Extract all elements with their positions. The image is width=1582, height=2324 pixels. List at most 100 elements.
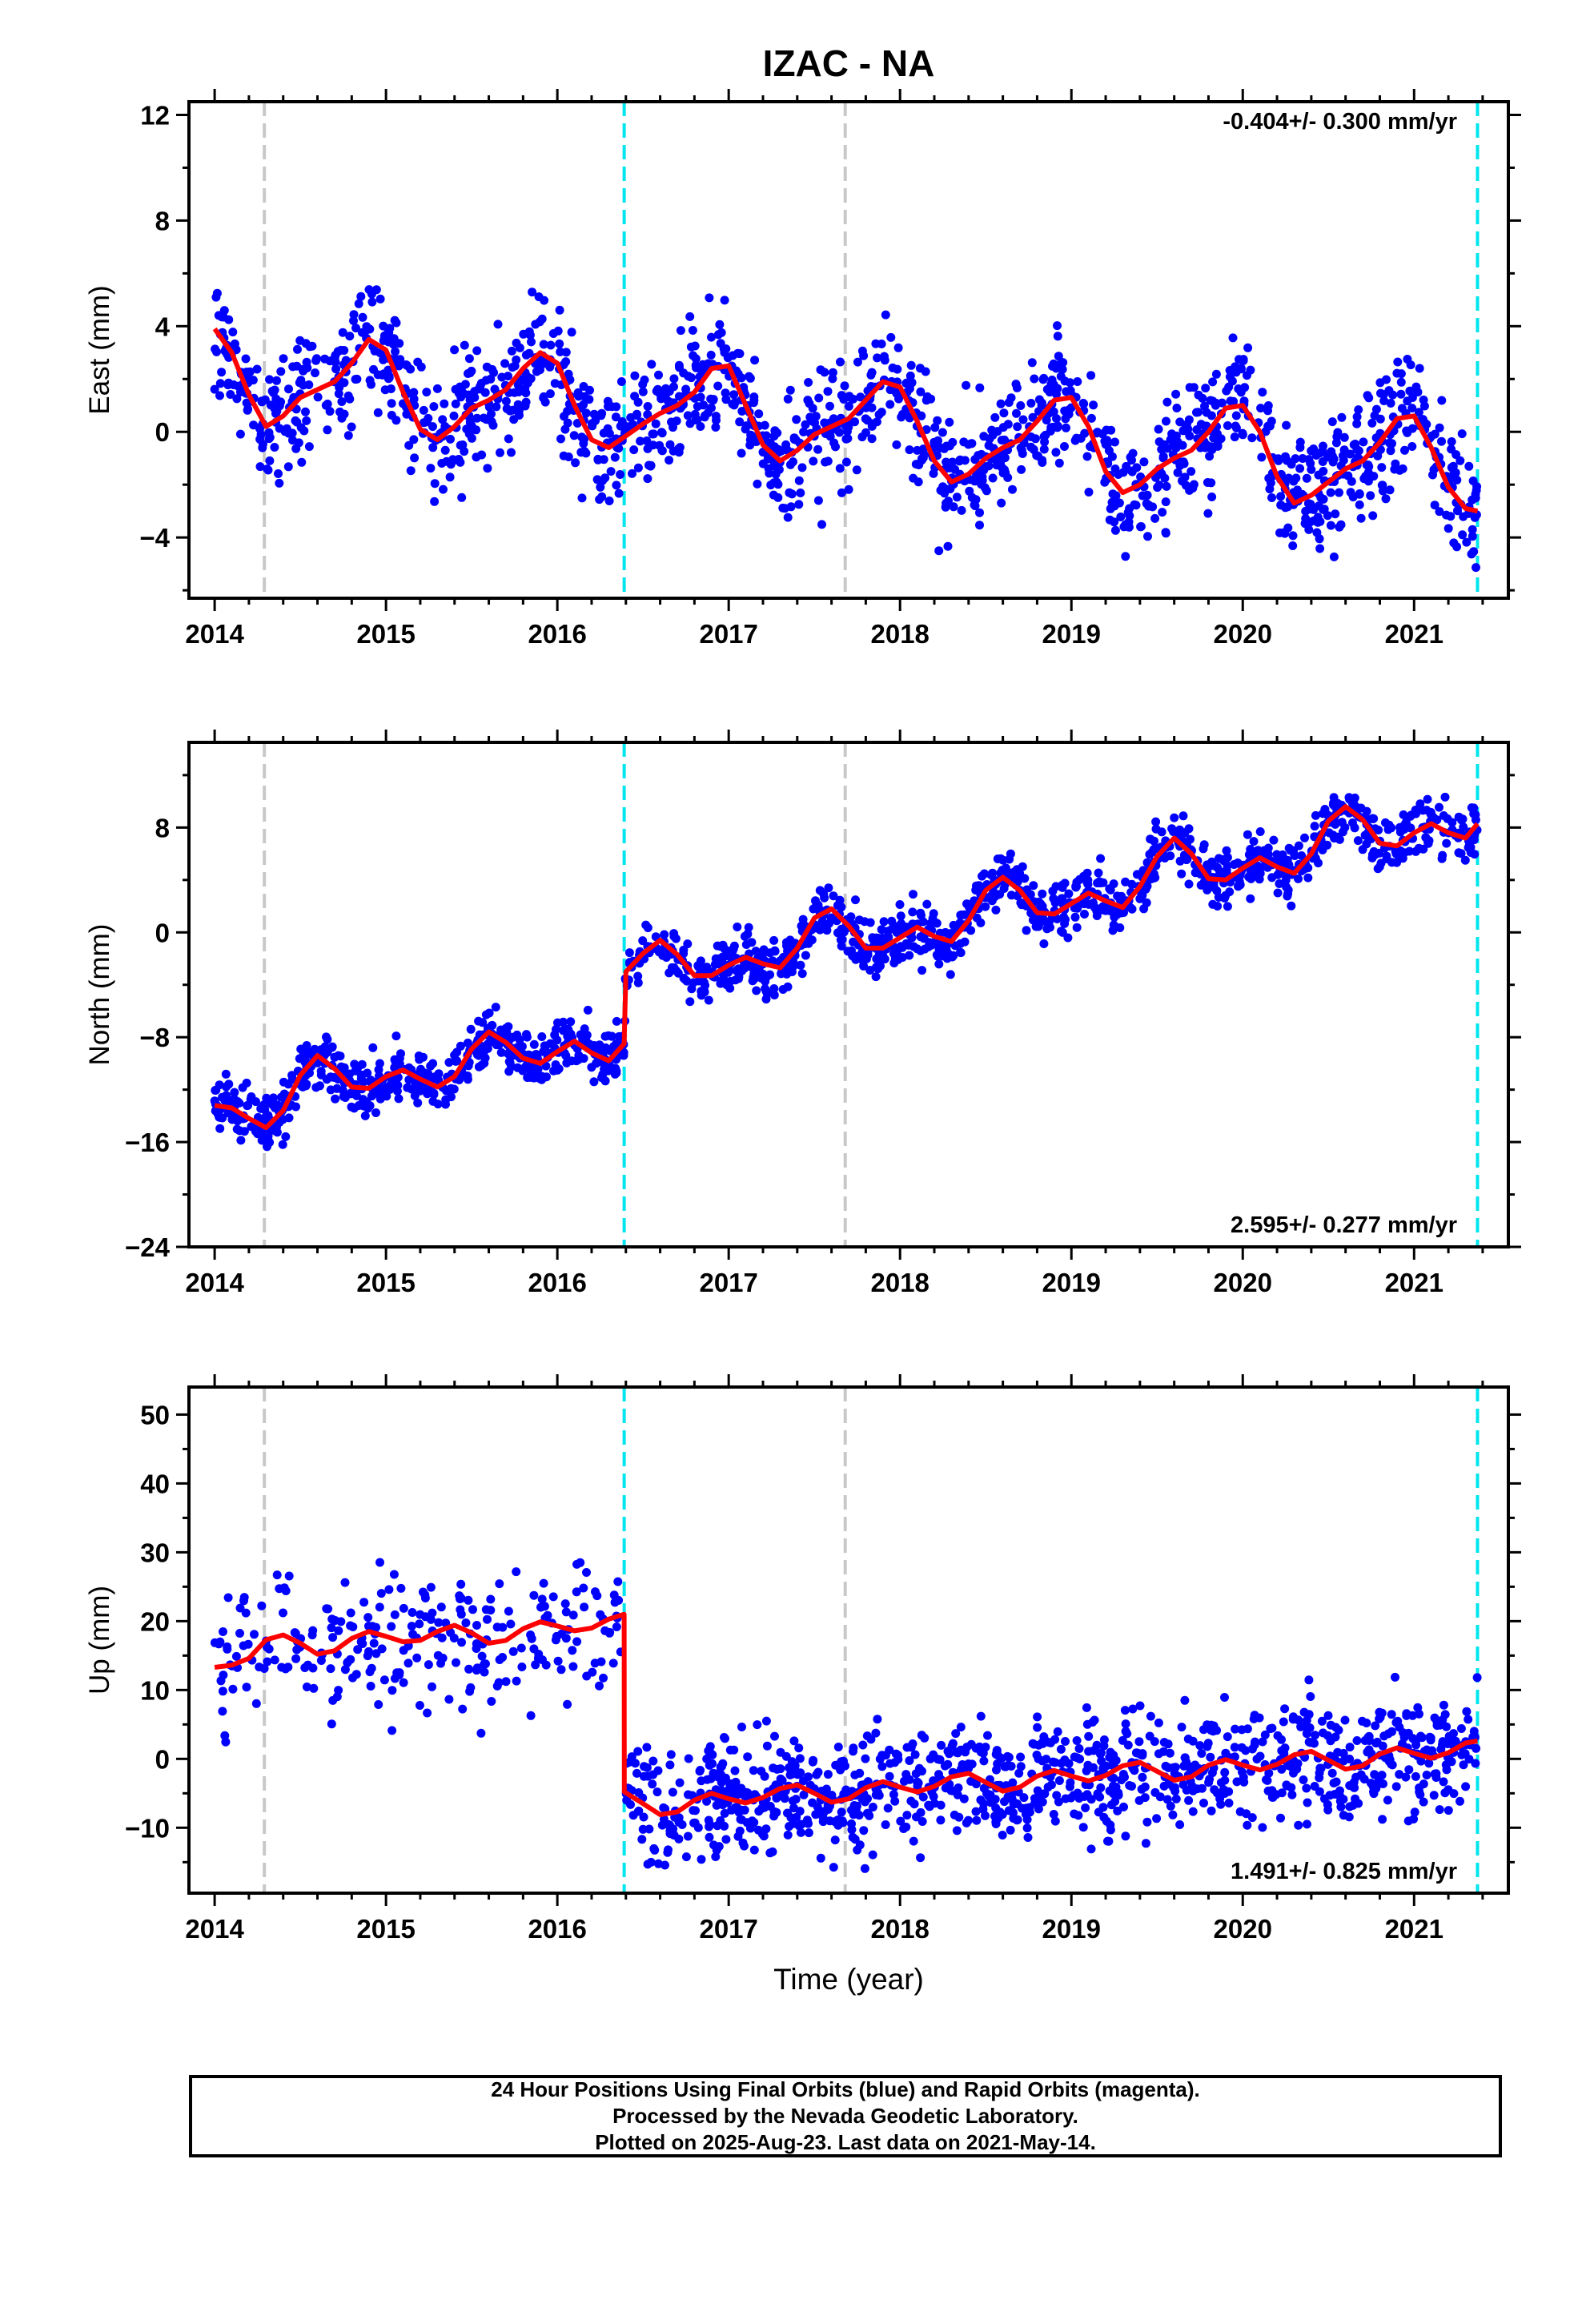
east-point xyxy=(288,362,298,372)
east-point xyxy=(1171,443,1181,452)
east-point xyxy=(1359,437,1368,447)
north-point xyxy=(932,950,942,959)
east-point xyxy=(866,370,876,380)
north-point xyxy=(768,956,777,966)
north-point xyxy=(233,1097,243,1106)
up-point xyxy=(1022,1823,1032,1833)
up-point xyxy=(695,1767,705,1776)
east-point xyxy=(1030,434,1040,444)
north-point xyxy=(815,886,825,895)
east-point xyxy=(1154,437,1164,447)
east-point xyxy=(536,365,544,375)
east-point xyxy=(797,463,807,472)
up-point xyxy=(971,1807,981,1816)
east-point xyxy=(612,480,621,490)
up-point xyxy=(829,1863,838,1872)
north-point xyxy=(1178,811,1188,821)
east-point xyxy=(852,465,861,475)
up-rate-annotation: 1.491+/- 0.825 mm/yr xyxy=(1231,1859,1457,1884)
east-point xyxy=(334,389,343,399)
north-point xyxy=(604,1031,613,1040)
east-plot-frame xyxy=(187,100,1510,600)
north-point xyxy=(1050,898,1060,907)
east-point xyxy=(1173,468,1182,477)
east-point xyxy=(996,399,1006,408)
east-point xyxy=(954,456,964,466)
east-point xyxy=(1203,478,1212,487)
up-point xyxy=(608,1659,618,1668)
east-point xyxy=(561,348,571,357)
north-point xyxy=(580,1024,589,1034)
up-point xyxy=(1056,1744,1066,1754)
up-point xyxy=(363,1651,372,1661)
east-point xyxy=(593,454,603,464)
up-point xyxy=(861,1754,870,1763)
east-point xyxy=(975,508,984,517)
east-point xyxy=(1307,464,1316,474)
up-point xyxy=(661,1804,670,1814)
up-point xyxy=(991,1819,1001,1828)
east-point xyxy=(500,359,510,368)
east-point xyxy=(794,500,804,509)
up-point xyxy=(1303,1819,1311,1829)
up-point xyxy=(639,1771,648,1781)
up-point xyxy=(1391,1672,1399,1682)
north-point xyxy=(1419,844,1428,854)
east-point xyxy=(657,389,666,399)
east-point xyxy=(1180,472,1190,482)
north-point xyxy=(1374,826,1383,834)
up-point xyxy=(210,1638,219,1647)
up-point xyxy=(1398,1728,1407,1738)
up-point xyxy=(1082,1703,1091,1712)
east-xtick-label: 2020 xyxy=(1214,619,1272,649)
up-point xyxy=(307,1630,317,1640)
up-point xyxy=(959,1794,969,1803)
north-point xyxy=(458,1070,468,1080)
north-point xyxy=(1151,817,1161,826)
north-point xyxy=(504,1067,514,1076)
east-point xyxy=(692,363,701,372)
east-point xyxy=(1339,432,1349,442)
up-point xyxy=(1345,1755,1355,1763)
east-point xyxy=(296,376,306,385)
east-point xyxy=(569,431,579,440)
east-point xyxy=(1231,423,1241,432)
north-xtick-label: 2018 xyxy=(870,1268,929,1297)
north-point xyxy=(371,1108,380,1117)
east-point xyxy=(1127,466,1136,476)
up-point xyxy=(1069,1791,1078,1800)
east-point xyxy=(623,422,632,432)
up-point xyxy=(384,1585,394,1594)
up-point xyxy=(424,1660,433,1670)
up-point xyxy=(1379,1779,1387,1788)
up-point xyxy=(1379,1731,1389,1741)
up-point xyxy=(263,1657,272,1667)
up-point xyxy=(1429,1791,1439,1800)
up-point xyxy=(472,1621,481,1630)
east-point xyxy=(396,355,405,364)
north-point xyxy=(1243,830,1252,839)
up-point xyxy=(873,1715,882,1724)
east-point xyxy=(484,402,494,412)
east-point xyxy=(545,389,555,399)
north-point xyxy=(717,976,726,986)
up-point xyxy=(794,1821,804,1831)
up-point xyxy=(726,1779,736,1788)
north-point xyxy=(1223,861,1232,870)
up-point xyxy=(501,1677,511,1687)
north-point xyxy=(278,1140,287,1149)
up-point xyxy=(1299,1707,1309,1717)
up-point xyxy=(1138,1772,1147,1782)
north-point xyxy=(449,1084,459,1094)
up-point xyxy=(557,1629,567,1638)
up-point xyxy=(1109,1773,1118,1783)
north-point xyxy=(855,915,864,925)
east-point xyxy=(1396,369,1406,379)
east-point xyxy=(831,442,840,452)
north-point xyxy=(685,997,695,1007)
up-point xyxy=(640,1762,648,1771)
north-point xyxy=(1442,838,1452,848)
up-point xyxy=(804,1819,813,1828)
east-point xyxy=(580,392,589,401)
up-point xyxy=(729,1745,739,1755)
